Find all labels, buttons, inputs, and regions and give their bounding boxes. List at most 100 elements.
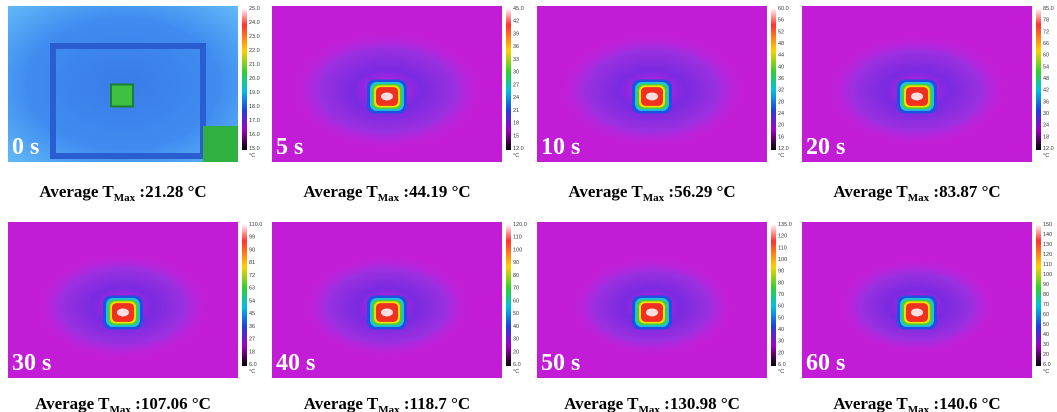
scale-label: 50 bbox=[513, 311, 519, 317]
hot-core bbox=[381, 308, 393, 316]
scale-label: 39 bbox=[513, 31, 519, 37]
caption-value: :130.98 °C bbox=[660, 394, 740, 412]
scale-label: 100 bbox=[778, 257, 787, 263]
hot-spot bbox=[111, 84, 133, 106]
panel: 20 s85.0787266605448423630241812.0°CAver… bbox=[802, 6, 1054, 204]
scale-label: 80 bbox=[1043, 292, 1049, 298]
scale-label: 20 bbox=[1043, 352, 1049, 358]
scale-label: 70 bbox=[1043, 302, 1049, 308]
scale-label: 60 bbox=[1043, 312, 1049, 318]
caption-sub: Max bbox=[378, 404, 400, 412]
hot-core bbox=[646, 92, 658, 100]
scale-unit: °C bbox=[249, 153, 255, 159]
color-bar bbox=[771, 224, 776, 366]
caption-sub: Max bbox=[908, 192, 930, 204]
scale-label: 36 bbox=[249, 324, 255, 330]
caption-value: :107.06 °C bbox=[131, 394, 211, 412]
scale-label: 90 bbox=[513, 260, 519, 266]
scale-label: 6.0 bbox=[1043, 362, 1051, 368]
scale-label: 50 bbox=[778, 315, 784, 321]
panel: 10 s60.0565248444036322824201612.0°CAver… bbox=[537, 6, 789, 204]
caption: Average TMax :21.28 °C bbox=[39, 182, 206, 204]
caption-text: Average T bbox=[303, 182, 378, 201]
caption: Average TMax :130.98 °C bbox=[564, 394, 740, 412]
color-bar bbox=[506, 8, 511, 150]
scale-label: 21.0 bbox=[249, 62, 260, 68]
scale-label: 33 bbox=[513, 57, 519, 63]
scale-label: 20 bbox=[513, 349, 519, 355]
caption-value: :140.6 °C bbox=[929, 394, 1001, 412]
color-bar bbox=[242, 224, 247, 366]
scale-label: 40 bbox=[778, 327, 784, 333]
scale-label: 100 bbox=[513, 247, 522, 253]
scale-label: 27 bbox=[513, 82, 519, 88]
color-bar bbox=[242, 8, 247, 150]
hot-core bbox=[911, 308, 923, 316]
scale-label: 90 bbox=[249, 247, 255, 253]
time-label: 30 s bbox=[12, 350, 51, 376]
time-label: 60 s bbox=[806, 350, 845, 376]
scale-label: 16 bbox=[778, 134, 784, 140]
scale-label: 40 bbox=[513, 324, 519, 330]
scale-label: 48 bbox=[778, 41, 784, 47]
scale-label: 70 bbox=[513, 286, 519, 292]
scale-unit: °C bbox=[1043, 369, 1049, 375]
scale-label: 72 bbox=[249, 273, 255, 279]
corner bbox=[203, 126, 238, 162]
scale-label: 50 bbox=[1043, 322, 1049, 328]
scale-label: 63 bbox=[249, 286, 255, 292]
scale-label: 36 bbox=[513, 44, 519, 50]
caption-sub: Max bbox=[643, 192, 665, 204]
scale-label: 66 bbox=[1043, 41, 1049, 47]
caption: Average TMax :83.87 °C bbox=[833, 182, 1000, 204]
scale-label: 36 bbox=[778, 76, 784, 82]
caption-text: Average T bbox=[833, 182, 908, 201]
scale-label: 120.0 bbox=[513, 222, 527, 228]
scale-label: 135.0 bbox=[778, 222, 792, 228]
scale-label: 45.0 bbox=[513, 6, 524, 12]
scale-label: 15 bbox=[513, 133, 519, 139]
scale-label: 100 bbox=[1043, 272, 1052, 278]
hot-core bbox=[381, 92, 393, 100]
scale-label: 28 bbox=[778, 99, 784, 105]
scale-label: 30 bbox=[778, 339, 784, 345]
scale-unit: °C bbox=[1043, 153, 1049, 159]
panel: 30 s110.0999081726354453627186.0°CAverag… bbox=[8, 222, 262, 412]
scale-label: 21 bbox=[513, 108, 519, 114]
caption: Average TMax :107.06 °C bbox=[35, 394, 211, 412]
scale-label: 22.0 bbox=[249, 48, 260, 54]
caption-text: Average T bbox=[304, 394, 379, 412]
time-label: 0 s bbox=[12, 134, 39, 160]
caption-text: Average T bbox=[568, 182, 643, 201]
scale-label: 18.0 bbox=[249, 104, 260, 110]
panels: 0 s25.024.023.022.021.020.019.018.017.01… bbox=[8, 6, 1054, 412]
scale-unit: °C bbox=[778, 153, 784, 159]
time-label: 20 s bbox=[806, 134, 845, 160]
scale-label: 40 bbox=[778, 64, 784, 70]
caption-sub: Max bbox=[110, 404, 132, 412]
scale-label: 6.0 bbox=[249, 362, 257, 368]
time-label: 5 s bbox=[276, 134, 303, 160]
caption: Average TMax :140.6 °C bbox=[833, 394, 1000, 412]
scale-unit: °C bbox=[778, 369, 784, 375]
scale-label: 80 bbox=[513, 273, 519, 279]
caption-sub: Max bbox=[908, 404, 930, 412]
scale-label: 15.0 bbox=[249, 146, 260, 152]
panel: 60 s15014013012011010090807060504030206.… bbox=[802, 222, 1052, 412]
scale-label: 30 bbox=[1043, 111, 1049, 117]
scale-label: 120 bbox=[778, 234, 787, 240]
color-bar bbox=[771, 8, 776, 150]
scale-label: 42 bbox=[513, 19, 519, 25]
caption-text: Average T bbox=[564, 394, 639, 412]
caption-text: Average T bbox=[833, 394, 908, 412]
scale-label: 60 bbox=[513, 298, 519, 304]
scale-label: 140 bbox=[1043, 232, 1052, 238]
caption: Average TMax :44.19 °C bbox=[303, 182, 470, 204]
scale-label: 30 bbox=[513, 337, 519, 343]
caption-sub: Max bbox=[114, 192, 136, 204]
color-bar bbox=[1036, 224, 1041, 366]
scale-label: 48 bbox=[1043, 76, 1049, 82]
time-label: 50 s bbox=[541, 350, 580, 376]
panel: 5 s45.04239363330272421181512.0°CAverage… bbox=[272, 6, 524, 204]
figure: 0 s25.024.023.022.021.020.019.018.017.01… bbox=[0, 0, 1057, 412]
